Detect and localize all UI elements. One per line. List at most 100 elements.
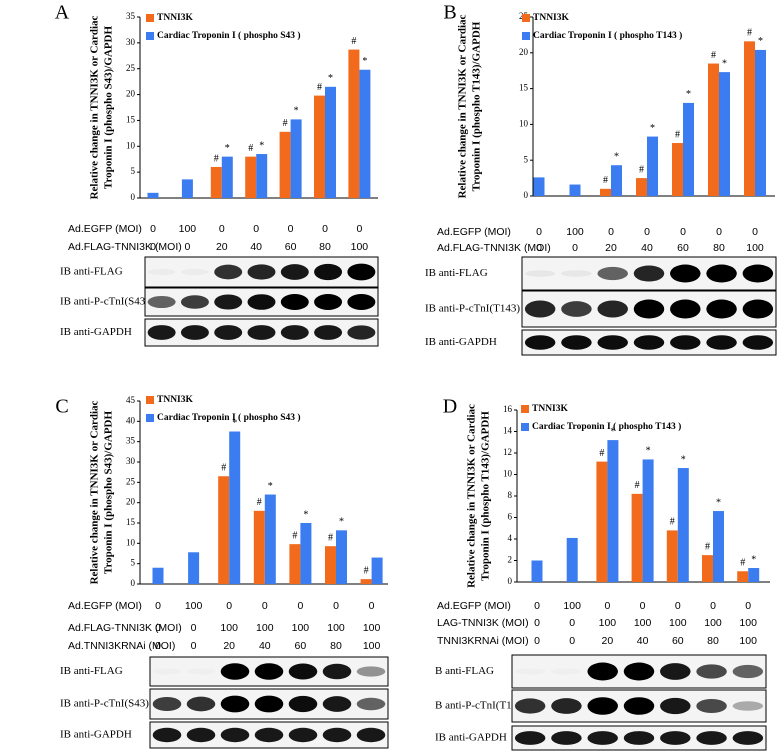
blot-band [214, 325, 243, 340]
blot-band [220, 727, 250, 743]
significance-mark: # [283, 118, 288, 129]
blot-band [706, 299, 737, 319]
significance-mark: * [610, 426, 615, 437]
bar [360, 579, 372, 584]
blot-band [247, 294, 276, 310]
legend-label: Cardiac Troponin I ( phospho T143 ) [533, 30, 682, 41]
y-tick-label: 10 [126, 537, 136, 547]
y-tick-label: 10 [503, 469, 513, 479]
significance-mark: * [716, 497, 721, 508]
bar [744, 41, 755, 197]
blot-band [597, 335, 628, 350]
blot-band [587, 731, 618, 745]
bar [702, 555, 713, 582]
y-tick-label: 5 [131, 558, 136, 568]
legend-swatch [146, 14, 154, 22]
blot-band [696, 698, 727, 714]
y-tick-label: 30 [126, 37, 136, 47]
significance-mark: * [681, 454, 686, 465]
condition-value: 20 [216, 241, 228, 253]
bar [348, 49, 360, 198]
bar [708, 63, 719, 196]
blot-band [597, 266, 628, 281]
condition-value: 60 [672, 635, 684, 647]
blot-band [180, 295, 209, 309]
condition-value: 0 [534, 635, 540, 647]
condition-value: 100 [566, 226, 584, 238]
significance-mark: * [614, 152, 619, 163]
y-tick-label: 10 [519, 118, 529, 128]
legend-swatch [522, 14, 530, 22]
blot-label: B anti-P-cTnI(T143) [435, 700, 527, 712]
condition-value: 0 [745, 600, 751, 612]
significance-mark: # [351, 36, 356, 47]
y-tick-label: 20 [126, 497, 136, 507]
blot-band [551, 668, 581, 674]
blot-band [670, 299, 701, 319]
legend-label: Cardiac Troponin I ( phospho S43 ) [157, 412, 301, 423]
bar [631, 493, 643, 582]
blot-band [587, 697, 618, 715]
blot-band [561, 301, 592, 317]
blot-band [356, 697, 386, 711]
blot-band [524, 335, 556, 350]
legend-label: TNNI3K [157, 13, 194, 23]
y-axis-label: Troponin I (phospho T143)/GAPDH [480, 411, 492, 581]
y-tick-label: 2 [508, 555, 513, 565]
blot-band [254, 663, 284, 680]
blot-band [187, 668, 216, 674]
condition-value: 0 [322, 223, 328, 235]
y-tick-label: 14 [503, 426, 513, 436]
blot-band [623, 662, 655, 681]
condition-value: 60 [677, 242, 689, 254]
panel-label: B [443, 2, 456, 24]
condition-value: 0 [184, 241, 190, 253]
condition-value: 0 [253, 223, 259, 235]
blot-band [152, 696, 182, 712]
blot-band [561, 335, 592, 350]
y-tick-label: 15 [519, 83, 529, 93]
blot-band [706, 264, 737, 283]
significance-mark: # [221, 463, 226, 474]
condition-value: 60 [285, 241, 297, 253]
blot-band [732, 664, 764, 679]
y-tick-label: 40 [126, 415, 136, 425]
bar [218, 476, 230, 584]
bar [314, 95, 325, 198]
condition-value: 100 [739, 635, 757, 647]
blot-label: IB anti-FLAG [425, 267, 488, 279]
bar [596, 461, 608, 582]
bar [300, 523, 312, 584]
bar [229, 431, 241, 584]
condition-value: 0 [288, 223, 294, 235]
blot-label: IB anti-FLAG [60, 665, 123, 677]
blot-band [633, 335, 665, 350]
blot-band [214, 294, 243, 310]
blot-band [280, 325, 309, 340]
bar [210, 166, 222, 198]
condition-value: 0 [155, 640, 161, 652]
blot-band [660, 731, 691, 745]
y-tick-label: 16 [503, 404, 513, 414]
legend-label: TNNI3K [532, 404, 569, 414]
y-axis-label: Relative change in TNNI3K or Cardiac [457, 14, 469, 198]
bar [719, 72, 730, 196]
bar [737, 571, 749, 582]
blot-label: IB anti-P-cTnI(T143) [425, 303, 520, 315]
condition-label: LAG-TNNI3K (MOI) [437, 617, 529, 629]
blot-label: IB anti-P-cTnI(S43) [60, 296, 149, 308]
bar [289, 544, 301, 584]
y-tick-label: 35 [126, 11, 136, 21]
blot-band [524, 300, 556, 318]
condition-value: 40 [637, 635, 649, 647]
bar [359, 69, 371, 199]
blot-band [153, 668, 182, 674]
y-axis-label: Relative change in TNNI3K or Cardiac [89, 15, 101, 199]
bar [325, 86, 336, 198]
significance-mark: * [339, 517, 344, 528]
significance-mark: * [686, 89, 691, 100]
y-axis-label: Relative change in TNNI3K or Cardiac [466, 404, 478, 588]
significance-mark: * [225, 143, 230, 154]
blot-band [314, 293, 343, 311]
significance-mark: # [292, 530, 297, 541]
